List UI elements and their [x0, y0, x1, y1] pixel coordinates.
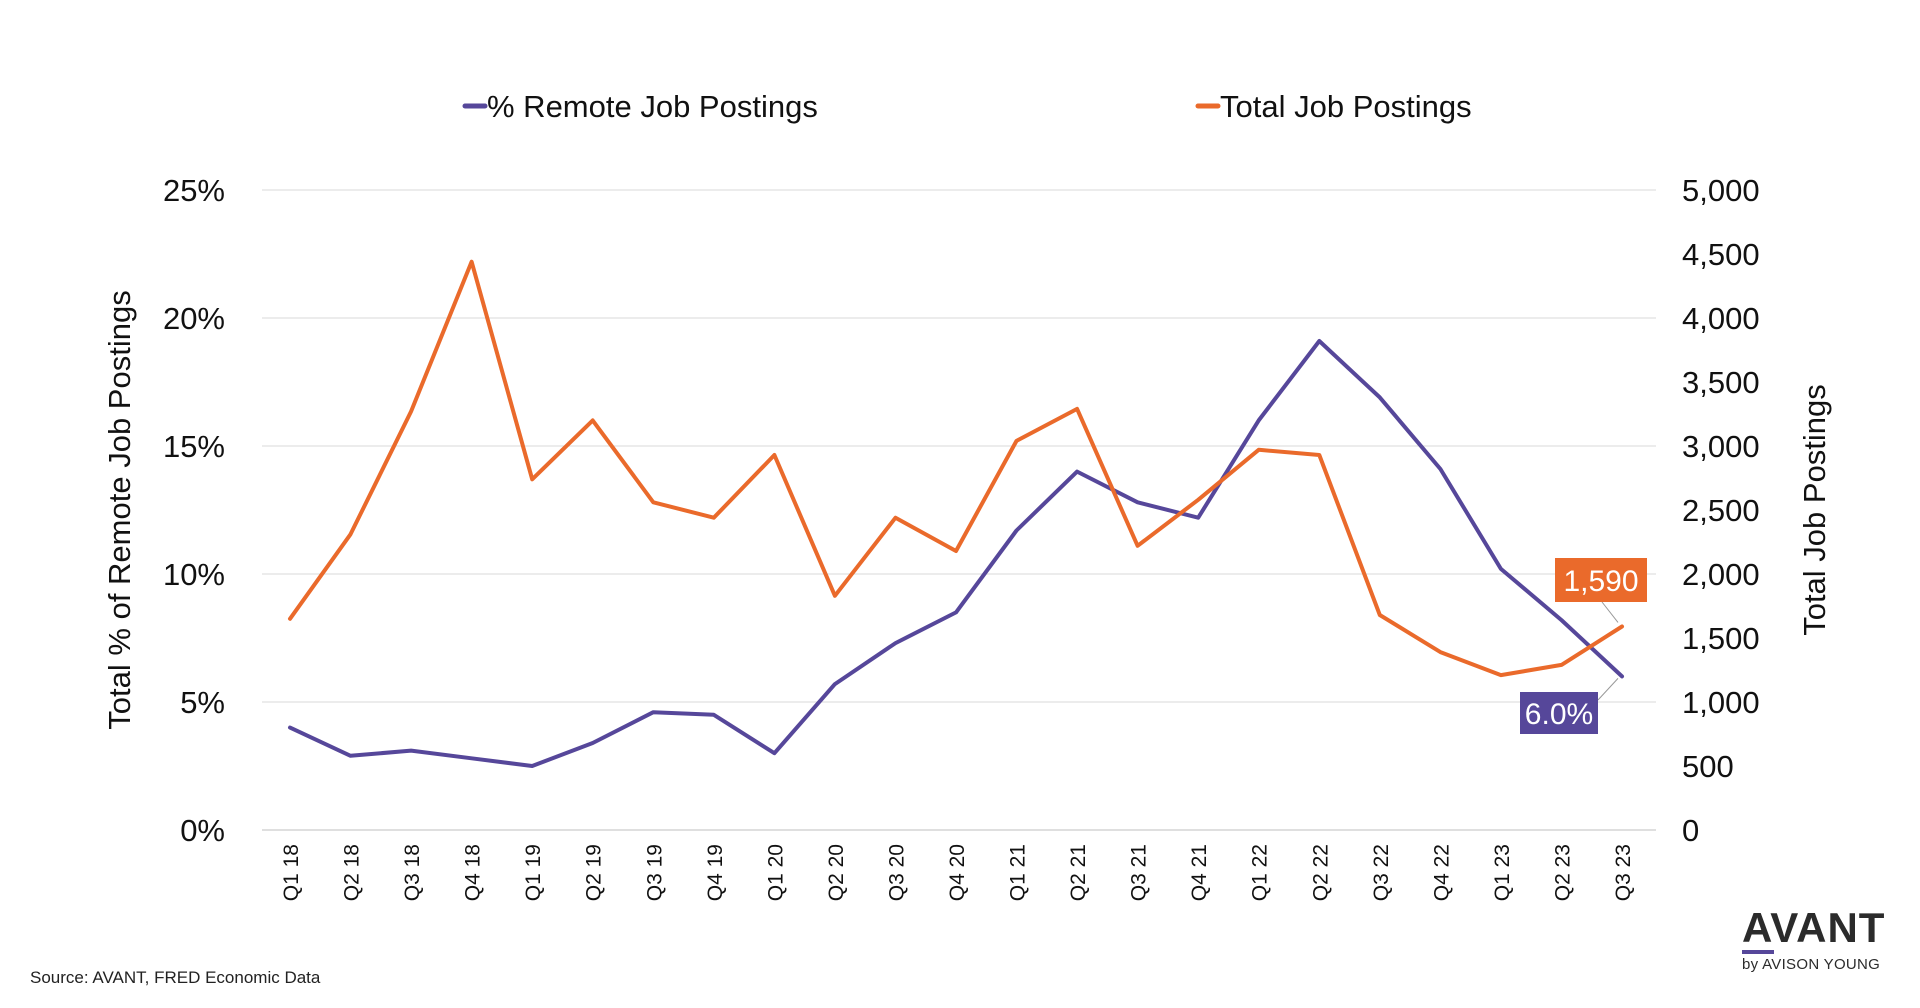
- annotation-box-total: [1555, 558, 1647, 602]
- x-tick-label: Q4 20: [946, 844, 969, 901]
- y-right-tick-label: 500: [1682, 749, 1734, 784]
- x-tick-label: Q1 22: [1249, 844, 1272, 901]
- y-right-tick-label: 3,000: [1682, 429, 1760, 464]
- legend-label: % Remote Job Postings: [487, 89, 818, 124]
- legend-label: Total Job Postings: [1220, 89, 1472, 124]
- annotation-box-remote: [1520, 692, 1598, 734]
- x-tick-label: Q3 21: [1128, 844, 1151, 901]
- series-line-total-postings: [288, 259, 1624, 678]
- x-tick-label: Q3 19: [643, 844, 666, 901]
- x-tick-label: Q3 23: [1612, 844, 1635, 901]
- y-left-tick-label: 10%: [163, 557, 225, 592]
- y-right-tick-label: 0: [1682, 813, 1699, 848]
- x-tick-label: Q2 23: [1551, 844, 1574, 901]
- y-left-tick-label: 5%: [180, 685, 225, 720]
- x-tick-label: Q2 19: [583, 844, 606, 901]
- y-right-tick-label: 1,000: [1682, 685, 1760, 720]
- y-left-tick-label: 15%: [163, 429, 225, 464]
- x-tick-label: Q4 18: [462, 844, 485, 901]
- x-tick-label: Q2 22: [1309, 844, 1332, 901]
- y-right-axis-title: Total Job Postings: [1797, 384, 1832, 636]
- x-tick-label: Q4 19: [704, 844, 727, 901]
- x-tick-label: Q2 20: [825, 844, 848, 901]
- source-note: Source: AVANT, FRED Economic Data: [30, 968, 321, 987]
- y-right-tick-label: 2,000: [1682, 557, 1760, 592]
- y-right-tick-label: 4,500: [1682, 237, 1760, 272]
- annotation-label-total: 1,590: [1563, 565, 1638, 598]
- logo-accent-bar: [1742, 950, 1774, 954]
- y-right-tick-label: 5,000: [1682, 173, 1760, 208]
- avant-logo: AVANT by AVISON YOUNG: [1742, 904, 1890, 973]
- y-left-axis-title: Total % of Remote Job Postings: [102, 290, 137, 729]
- annotation-leader: [1601, 601, 1619, 623]
- x-tick-label: Q1 18: [280, 844, 303, 901]
- annotation-label-remote: 6.0%: [1525, 698, 1593, 731]
- y-right-tick-label: 1,500: [1682, 621, 1760, 656]
- logo-wordmark: AVANT: [1742, 904, 1886, 951]
- x-tick-label: Q1 20: [764, 844, 787, 901]
- x-tick-label: Q1 21: [1007, 844, 1030, 901]
- x-tick-label: Q1 23: [1491, 844, 1514, 901]
- y-left-tick-label: 25%: [163, 173, 225, 208]
- x-tick-label: Q2 18: [341, 844, 364, 901]
- annotation-leader: [1597, 678, 1619, 701]
- y-right-tick-label: 2,500: [1682, 493, 1760, 528]
- y-right-tick-label: 4,000: [1682, 301, 1760, 336]
- y-left-tick-label: 0%: [180, 813, 225, 848]
- x-tick-label: Q3 20: [885, 844, 908, 901]
- x-tick-label: Q3 18: [401, 844, 424, 901]
- x-tick-label: Q1 19: [522, 844, 545, 901]
- x-tick-label: Q4 22: [1430, 844, 1453, 901]
- series-line-remote-pct: [288, 339, 1624, 768]
- x-tick-label: Q2 21: [1067, 844, 1090, 901]
- y-right-tick-label: 3,500: [1682, 365, 1760, 400]
- y-left-tick-label: 20%: [163, 301, 225, 336]
- x-tick-label: Q3 22: [1370, 844, 1393, 901]
- x-tick-label: Q4 21: [1188, 844, 1211, 901]
- logo-subtitle: by AVISON YOUNG: [1742, 956, 1881, 973]
